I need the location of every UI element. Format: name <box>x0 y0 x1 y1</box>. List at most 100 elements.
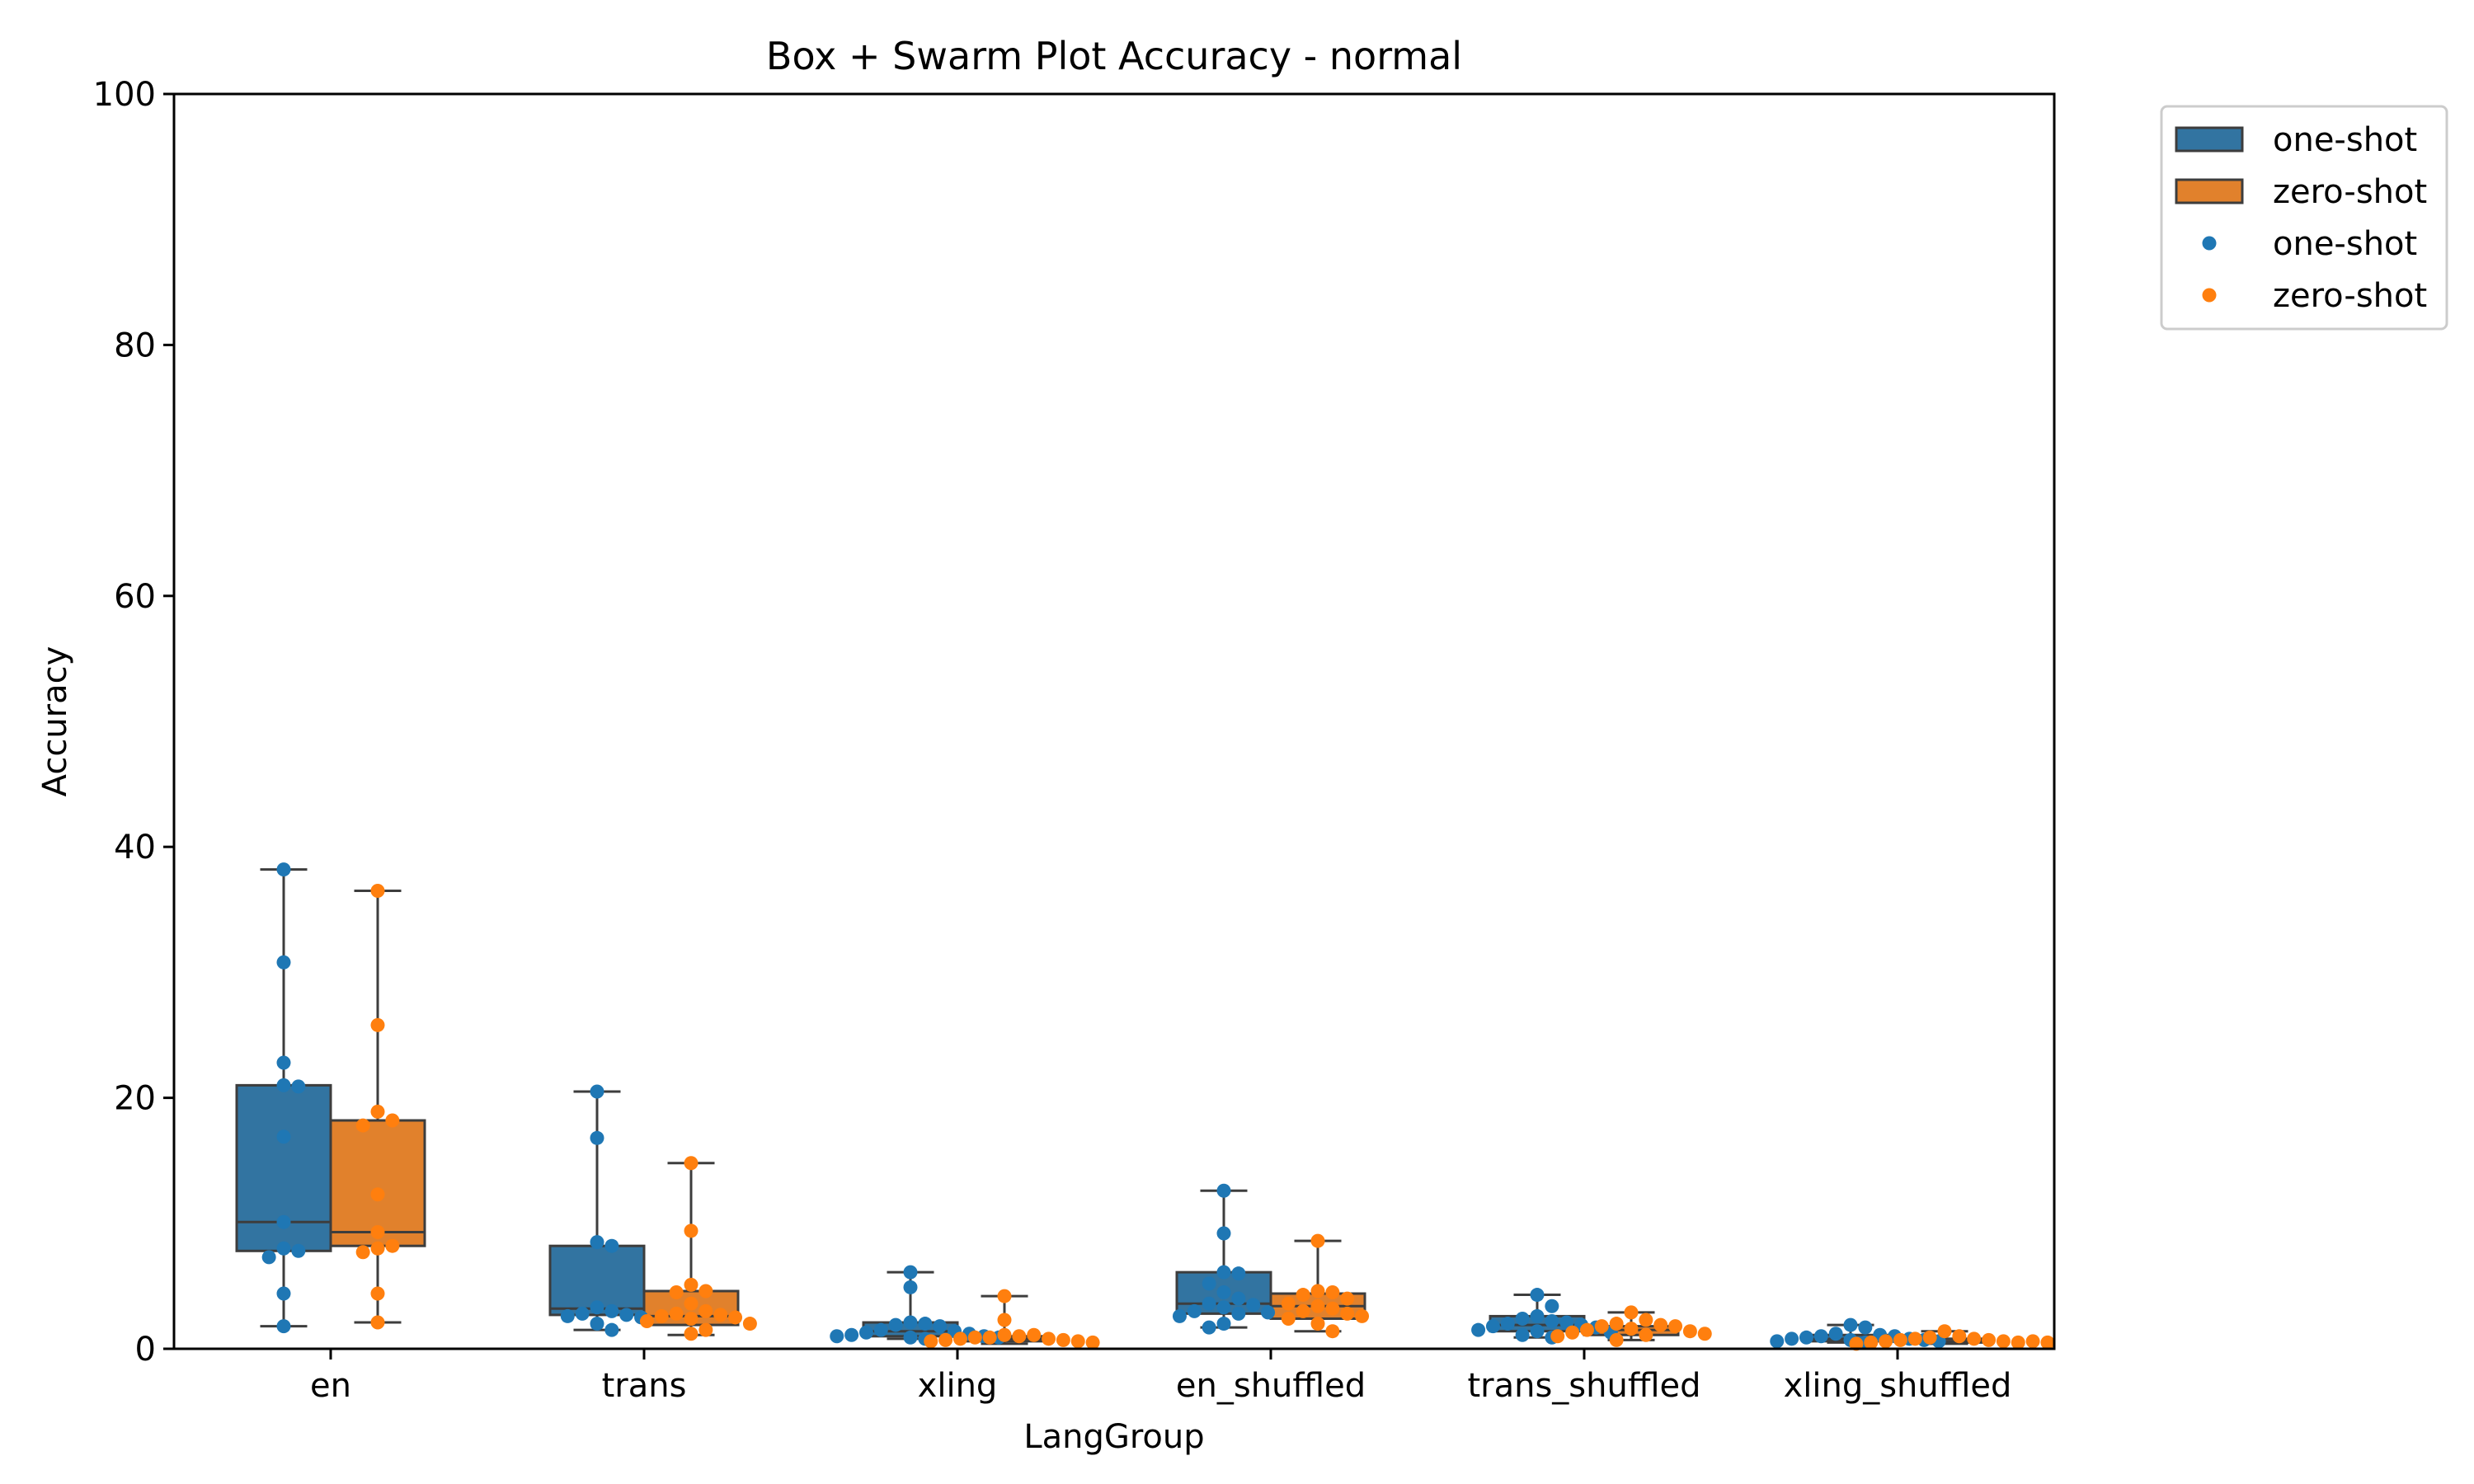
swarm-point-zero-shot <box>982 1330 997 1345</box>
y-tick-label: 20 <box>114 1080 156 1118</box>
swarm-point-zero-shot <box>1907 1331 1922 1346</box>
swarm-point-zero-shot <box>1340 1291 1355 1306</box>
swarm-point-zero-shot <box>1937 1324 1952 1339</box>
swarm-point-one-shot <box>858 1325 873 1340</box>
swarm-point-one-shot <box>873 1322 888 1337</box>
swarm-point-zero-shot <box>355 1118 370 1133</box>
swarm-point-zero-shot <box>370 1017 385 1032</box>
swarm-point-one-shot <box>844 1327 859 1342</box>
swarm-point-one-shot <box>590 1130 604 1145</box>
legend: one-shot zero-shot one-shot zero-shot <box>2160 105 2448 331</box>
swarm-point-zero-shot <box>1296 1303 1310 1318</box>
swarm-point-zero-shot <box>742 1317 757 1331</box>
swarm-point-one-shot <box>560 1308 575 1323</box>
y-tick-label: 60 <box>114 578 156 616</box>
swarm-point-zero-shot <box>952 1331 967 1346</box>
swarm-point-one-shot <box>1172 1308 1187 1323</box>
swarm-point-zero-shot <box>1922 1330 1937 1345</box>
swarm-point-zero-shot <box>654 1308 669 1323</box>
swarm-point-one-shot <box>291 1243 306 1258</box>
swarm-point-one-shot <box>1843 1317 1858 1332</box>
swarm-point-one-shot <box>590 1317 604 1331</box>
swarm-point-one-shot <box>276 1078 291 1092</box>
swarm-point-zero-shot <box>1296 1288 1310 1303</box>
swarm-point-one-shot <box>903 1280 918 1294</box>
swarm-point-zero-shot <box>684 1296 698 1311</box>
swarm-point-zero-shot <box>1967 1331 1982 1346</box>
swarm-point-one-shot <box>1799 1330 1813 1345</box>
swarm-point-one-shot <box>1202 1320 1216 1335</box>
swarm-point-zero-shot <box>1325 1301 1340 1316</box>
y-tick-label: 100 <box>93 76 156 114</box>
swarm-point-zero-shot <box>1281 1311 1296 1326</box>
chart-title: Box + Swarm Plot Accuracy - normal <box>766 34 1462 78</box>
swarm-point-one-shot <box>903 1315 918 1330</box>
swarm-point-one-shot <box>903 1265 918 1280</box>
swarm-point-one-shot <box>903 1330 918 1345</box>
swarm-point-one-shot <box>1216 1265 1231 1280</box>
swarm-point-one-shot <box>291 1079 306 1094</box>
swarm-point-zero-shot <box>1682 1324 1697 1339</box>
swarm-point-one-shot <box>1500 1317 1515 1331</box>
swarm-point-zero-shot <box>385 1238 400 1253</box>
swarm-point-one-shot <box>1545 1314 1559 1329</box>
x-tick-label: en <box>310 1367 351 1405</box>
legend-label: one-shot <box>2273 121 2417 159</box>
swarm-point-zero-shot <box>1609 1332 1624 1347</box>
swarm-point-zero-shot <box>1893 1332 1907 1347</box>
swarm-point-zero-shot <box>1340 1306 1355 1321</box>
legend-swatch-point <box>2202 288 2217 303</box>
swarm-point-zero-shot <box>997 1327 1012 1342</box>
swarm-point-zero-shot <box>669 1285 684 1300</box>
swarm-point-one-shot <box>590 1300 604 1315</box>
x-tick-label: xling <box>918 1367 998 1405</box>
swarm-point-one-shot <box>933 1319 948 1334</box>
y-tick-label: 0 <box>135 1331 156 1369</box>
swarm-point-zero-shot <box>1012 1329 1027 1344</box>
swarm-point-one-shot <box>1770 1334 1785 1349</box>
swarm-point-zero-shot <box>1070 1334 1085 1349</box>
plot-area <box>174 94 2055 1351</box>
swarm-point-zero-shot <box>1550 1329 1565 1344</box>
swarm-point-zero-shot <box>684 1277 698 1292</box>
swarm-point-one-shot <box>1216 1285 1231 1300</box>
swarm-point-zero-shot <box>1624 1322 1639 1336</box>
swarm-point-one-shot <box>918 1317 933 1331</box>
swarm-point-one-shot <box>619 1308 634 1322</box>
plot-background <box>174 94 2054 1349</box>
swarm-point-zero-shot <box>370 1224 385 1239</box>
x-tick-label: trans <box>602 1367 687 1405</box>
swarm-point-one-shot <box>1231 1291 1246 1306</box>
swarm-point-zero-shot <box>1565 1325 1580 1340</box>
swarm-point-one-shot <box>1202 1276 1216 1291</box>
swarm-point-zero-shot <box>1639 1327 1653 1342</box>
legend-label: zero-shot <box>2273 173 2427 211</box>
swarm-point-one-shot <box>276 1129 291 1144</box>
legend-label: one-shot <box>2273 225 2417 263</box>
swarm-point-one-shot <box>1515 1327 1530 1342</box>
swarm-point-zero-shot <box>1281 1296 1296 1311</box>
swarm-point-one-shot <box>1246 1298 1261 1313</box>
swarm-point-zero-shot <box>1952 1329 1967 1344</box>
swarm-point-zero-shot <box>1668 1319 1683 1334</box>
swarm-point-one-shot <box>1471 1322 1486 1337</box>
swarm-point-one-shot <box>1485 1319 1500 1334</box>
swarm-point-zero-shot <box>669 1306 684 1321</box>
swarm-point-one-shot <box>604 1238 619 1253</box>
swarm-point-zero-shot <box>1639 1313 1653 1327</box>
x-tick-label: trans_shuffled <box>1467 1367 1700 1405</box>
swarm-point-one-shot <box>1530 1308 1545 1323</box>
swarm-point-zero-shot <box>684 1327 698 1341</box>
swarm-point-zero-shot <box>1697 1327 1712 1341</box>
swarm-point-zero-shot <box>728 1310 743 1325</box>
swarm-point-one-shot <box>1216 1183 1231 1198</box>
swarm-point-zero-shot <box>1653 1317 1668 1332</box>
swarm-point-zero-shot <box>355 1245 370 1260</box>
y-tick-label: 40 <box>114 829 156 866</box>
swarm-point-one-shot <box>1515 1311 1530 1326</box>
swarm-point-zero-shot <box>698 1284 713 1298</box>
legend-swatch-point <box>2202 236 2217 251</box>
swarm-point-zero-shot <box>370 1187 385 1202</box>
swarm-point-zero-shot <box>1056 1332 1070 1347</box>
swarm-point-one-shot <box>1813 1329 1828 1344</box>
